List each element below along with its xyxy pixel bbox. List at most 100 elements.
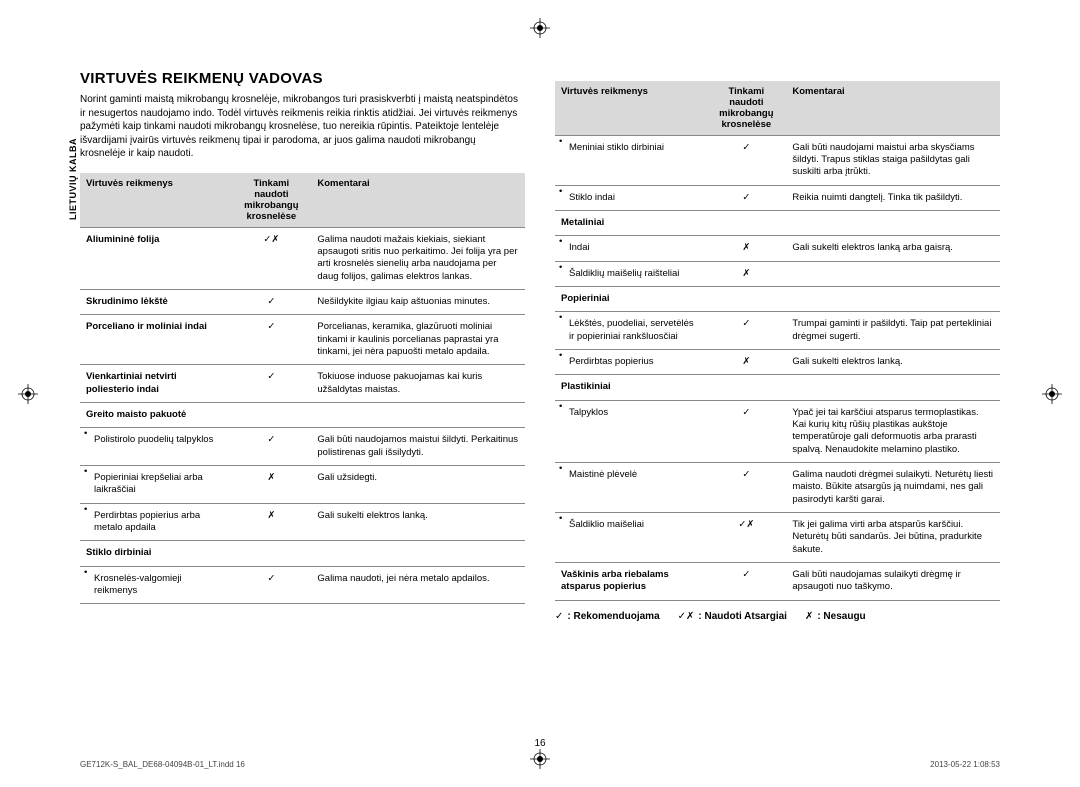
table-row: Vaškinis arba riebalams atsparus popieri… bbox=[555, 563, 1000, 601]
item-name: Vienkartiniai netvirti poliesterio indai bbox=[80, 365, 231, 403]
suitability-symbol: ✓✗ bbox=[231, 227, 311, 289]
item-name: Aliumininė folija bbox=[80, 227, 231, 289]
item-name: Skrudinimo lėkštė bbox=[80, 289, 231, 314]
item-name: Meniniai stiklo dirbiniai bbox=[555, 135, 706, 185]
table-row: Metaliniai bbox=[555, 210, 1000, 235]
section-header: Stiklo dirbiniai bbox=[80, 541, 525, 566]
item-comment bbox=[786, 261, 1000, 286]
table-row: Porceliano ir moliniai indai✓Porcelianas… bbox=[80, 315, 525, 365]
item-comment: Galima naudoti mažais kiekiais, siekiant… bbox=[311, 227, 525, 289]
suitability-symbol: ✓ bbox=[706, 312, 786, 350]
legend-ok: : Rekomenduojama bbox=[567, 611, 659, 622]
legend-ok-sym: ✓ bbox=[555, 611, 563, 622]
legend: ✓: Rekomenduojama ✓✗: Naudoti Atsargiai … bbox=[555, 611, 1000, 622]
item-comment: Gali sukelti elektros lanką. bbox=[311, 503, 525, 541]
cookware-table-right: Virtuvės reikmenys Tinkami naudoti mikro… bbox=[555, 81, 1000, 601]
item-name: Polistirolo puodelių talpyklos bbox=[80, 428, 231, 466]
suitability-symbol: ✓ bbox=[706, 185, 786, 210]
section-header: Popieriniai bbox=[555, 286, 1000, 311]
suitability-symbol: ✗ bbox=[706, 349, 786, 374]
item-comment: Gali būti naudojamos maistui šildyti. Pe… bbox=[311, 428, 525, 466]
item-comment: Gali būti naudojamas sulaikyti drėgmę ir… bbox=[786, 563, 1000, 601]
table-row: Polistirolo puodelių talpyklos✓Gali būti… bbox=[80, 428, 525, 466]
suitability-symbol: ✗ bbox=[706, 236, 786, 261]
col-header-suitable: Tinkami naudoti mikrobangų krosnelėse bbox=[231, 173, 311, 228]
legend-cross: : Nesaugu bbox=[817, 611, 865, 622]
col-header-comments: Komentarai bbox=[786, 81, 1000, 136]
table-row: Aliumininė folija✓✗Galima naudoti mažais… bbox=[80, 227, 525, 289]
col-header-item: Virtuvės reikmenys bbox=[555, 81, 706, 136]
table-row: Perdirbtas popierius arba metalo apdaila… bbox=[80, 503, 525, 541]
item-name: Perdirbtas popierius bbox=[555, 349, 706, 374]
section-header: Metaliniai bbox=[555, 210, 1000, 235]
item-comment: Galima naudoti, jei nėra metalo apdailos… bbox=[311, 566, 525, 604]
item-name: Šaldiklių maišelių raišteliai bbox=[555, 261, 706, 286]
item-name: Perdirbtas popierius arba metalo apdaila bbox=[80, 503, 231, 541]
suitability-symbol: ✓✗ bbox=[706, 513, 786, 563]
suitability-symbol: ✓ bbox=[706, 400, 786, 462]
item-comment: Gali užsidegti. bbox=[311, 465, 525, 503]
table-row: Meniniai stiklo dirbiniai✓Gali būti naud… bbox=[555, 135, 1000, 185]
table-row: Stiklo indai✓Reikia nuimti dangtelį. Tin… bbox=[555, 185, 1000, 210]
table-row: Krosnelės-valgomieji reikmenys✓Galima na… bbox=[80, 566, 525, 604]
item-comment: Gali sukelti elektros lanką. bbox=[786, 349, 1000, 374]
table-row: Talpyklos✓Ypač jei tai karščiui atsparus… bbox=[555, 400, 1000, 462]
suitability-symbol: ✗ bbox=[706, 261, 786, 286]
col-header-suitable: Tinkami naudoti mikrobangų krosnelėse bbox=[706, 81, 786, 136]
suitability-symbol: ✓ bbox=[231, 315, 311, 365]
suitability-symbol: ✓ bbox=[706, 135, 786, 185]
item-name: Talpyklos bbox=[555, 400, 706, 462]
item-name: Indai bbox=[555, 236, 706, 261]
suitability-symbol: ✓ bbox=[231, 289, 311, 314]
table-row: Maistinė plėvelė✓Galima naudoti drėgmei … bbox=[555, 463, 1000, 513]
item-comment: Reikia nuimti dangtelį. Tinka tik pašild… bbox=[786, 185, 1000, 210]
item-name: Lėkštės, puodeliai, servetėlės ir popier… bbox=[555, 312, 706, 350]
table-row: Popieriniai bbox=[555, 286, 1000, 311]
table-row: Šaldiklio maišeliai✓✗Tik jei galima virt… bbox=[555, 513, 1000, 563]
item-comment: Gali būti naudojami maistui arba skysčia… bbox=[786, 135, 1000, 185]
footer-timestamp: 2013-05-22 1:08:53 bbox=[930, 760, 1000, 769]
table-row: Skrudinimo lėkštė✓Nešildykite ilgiau kai… bbox=[80, 289, 525, 314]
item-comment: Trumpai gaminti ir pašildyti. Taip pat p… bbox=[786, 312, 1000, 350]
item-name: Maistinė plėvelė bbox=[555, 463, 706, 513]
suitability-symbol: ✓ bbox=[706, 563, 786, 601]
legend-mixed-sym: ✓✗ bbox=[678, 611, 695, 622]
item-name: Porceliano ir moliniai indai bbox=[80, 315, 231, 365]
legend-mixed: : Naudoti Atsargiai bbox=[698, 611, 787, 622]
item-comment: Porcelianas, keramika, glazūruoti molini… bbox=[311, 315, 525, 365]
item-comment: Galima naudoti drėgmei sulaikyti. Neturė… bbox=[786, 463, 1000, 513]
table-row: Indai✗Gali sukelti elektros lanką arba g… bbox=[555, 236, 1000, 261]
suitability-symbol: ✓ bbox=[231, 365, 311, 403]
footer-filename: GE712K-S_BAL_DE68-04094B-01_LT.indd 16 bbox=[80, 760, 245, 769]
item-comment: Gali sukelti elektros lanką arba gaisrą. bbox=[786, 236, 1000, 261]
item-name: Vaškinis arba riebalams atsparus popieri… bbox=[555, 563, 706, 601]
col-header-comments: Komentarai bbox=[311, 173, 525, 228]
item-name: Šaldiklio maišeliai bbox=[555, 513, 706, 563]
cookware-table-left: Virtuvės reikmenys Tinkami naudoti mikro… bbox=[80, 173, 525, 605]
item-name: Stiklo indai bbox=[555, 185, 706, 210]
table-row: Stiklo dirbiniai bbox=[80, 541, 525, 566]
col-header-item: Virtuvės reikmenys bbox=[80, 173, 231, 228]
table-row: Perdirbtas popierius✗Gali sukelti elektr… bbox=[555, 349, 1000, 374]
suitability-symbol: ✓ bbox=[231, 566, 311, 604]
table-row: Popieriniai krepšeliai arba laikraščiai✗… bbox=[80, 465, 525, 503]
section-header: Greito maisto pakuotė bbox=[80, 402, 525, 427]
item-name: Krosnelės-valgomieji reikmenys bbox=[80, 566, 231, 604]
intro-text: Norint gaminti maistą mikrobangų krosnel… bbox=[80, 93, 520, 161]
cropmark-bottom bbox=[530, 749, 550, 769]
table-row: Greito maisto pakuotė bbox=[80, 402, 525, 427]
legend-cross-sym: ✗ bbox=[805, 611, 813, 622]
table-row: Vienkartiniai netvirti poliesterio indai… bbox=[80, 365, 525, 403]
item-comment: Tokiuose induose pakuojamas kai kuris už… bbox=[311, 365, 525, 403]
suitability-symbol: ✓ bbox=[231, 428, 311, 466]
table-row: Lėkštės, puodeliai, servetėlės ir popier… bbox=[555, 312, 1000, 350]
item-name: Popieriniai krepšeliai arba laikraščiai bbox=[80, 465, 231, 503]
item-comment: Nešildykite ilgiau kaip aštuonias minute… bbox=[311, 289, 525, 314]
page-number: 16 bbox=[0, 738, 1080, 749]
item-comment: Ypač jei tai karščiui atsparus termoplas… bbox=[786, 400, 1000, 462]
item-comment: Tik jei galima virti arba atsparūs karšč… bbox=[786, 513, 1000, 563]
suitability-symbol: ✗ bbox=[231, 503, 311, 541]
suitability-symbol: ✗ bbox=[231, 465, 311, 503]
table-row: Šaldiklių maišelių raišteliai✗ bbox=[555, 261, 1000, 286]
section-header: Plastikiniai bbox=[555, 375, 1000, 400]
